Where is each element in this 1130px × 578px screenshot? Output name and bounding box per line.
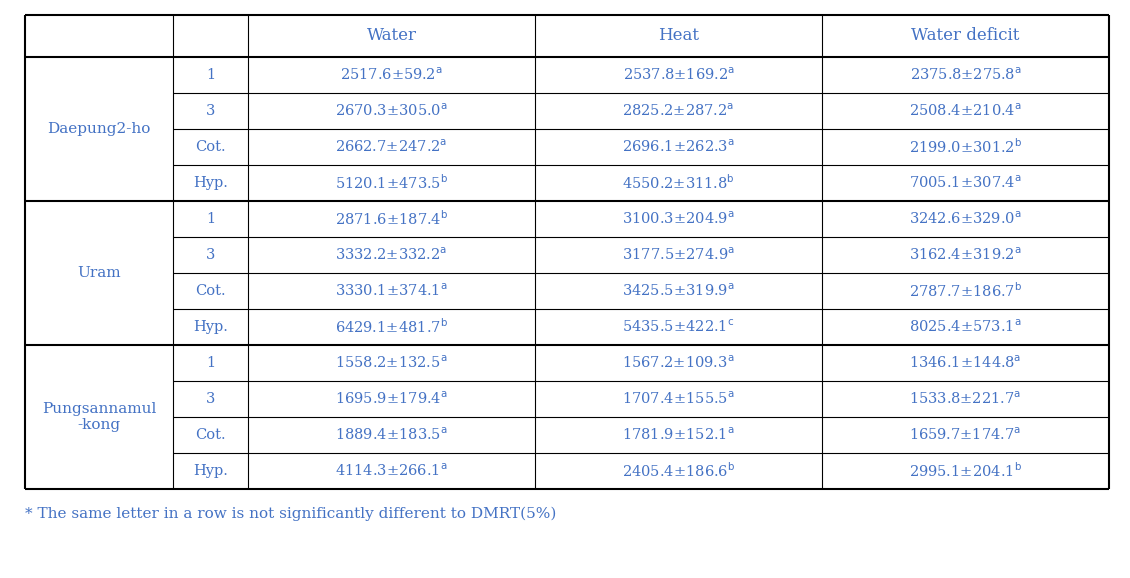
Text: 1: 1 xyxy=(206,212,215,226)
Text: 1533.8±221.7$^{\mathrm{a}}$: 1533.8±221.7$^{\mathrm{a}}$ xyxy=(910,391,1022,407)
Text: 2508.4±210.4$^{\mathrm{a}}$: 2508.4±210.4$^{\mathrm{a}}$ xyxy=(910,103,1022,119)
Text: Water deficit: Water deficit xyxy=(911,28,1019,45)
Text: 4550.2±311.8$^{\mathrm{b}}$: 4550.2±311.8$^{\mathrm{b}}$ xyxy=(623,173,734,192)
Text: 2825.2±287.2$^{\mathrm{a}}$: 2825.2±287.2$^{\mathrm{a}}$ xyxy=(623,103,734,119)
Text: 7005.1±307.4$^{\mathrm{a}}$: 7005.1±307.4$^{\mathrm{a}}$ xyxy=(910,175,1022,191)
Text: 3100.3±204.9$^{\mathrm{a}}$: 3100.3±204.9$^{\mathrm{a}}$ xyxy=(623,211,734,227)
Text: 5120.1±473.5$^{\mathrm{b}}$: 5120.1±473.5$^{\mathrm{b}}$ xyxy=(334,173,449,192)
Text: 2405.4±186.6$^{\mathrm{b}}$: 2405.4±186.6$^{\mathrm{b}}$ xyxy=(622,462,736,480)
Text: Hyp.: Hyp. xyxy=(193,464,228,478)
Text: * The same letter in a row is not significantly different to DMRT(5%): * The same letter in a row is not signif… xyxy=(25,507,556,521)
Text: 1: 1 xyxy=(206,356,215,370)
Text: 3332.2±332.2$^{\mathrm{a}}$: 3332.2±332.2$^{\mathrm{a}}$ xyxy=(336,247,447,264)
Text: 2871.6±187.4$^{\mathrm{b}}$: 2871.6±187.4$^{\mathrm{b}}$ xyxy=(334,210,449,228)
Text: 2517.6±59.2$^{\mathrm{a}}$: 2517.6±59.2$^{\mathrm{a}}$ xyxy=(340,66,443,83)
Text: 1781.9±152.1$^{\mathrm{a}}$: 1781.9±152.1$^{\mathrm{a}}$ xyxy=(623,427,734,443)
Text: 3425.5±319.9$^{\mathrm{a}}$: 3425.5±319.9$^{\mathrm{a}}$ xyxy=(623,283,734,299)
Text: 3330.1±374.1$^{\mathrm{a}}$: 3330.1±374.1$^{\mathrm{a}}$ xyxy=(336,283,447,299)
Text: 5435.5±422.1$^{\mathrm{c}}$: 5435.5±422.1$^{\mathrm{c}}$ xyxy=(623,318,734,335)
Text: Hyp.: Hyp. xyxy=(193,320,228,334)
Text: Cot.: Cot. xyxy=(195,140,226,154)
Text: 1707.4±155.5$^{\mathrm{a}}$: 1707.4±155.5$^{\mathrm{a}}$ xyxy=(623,391,734,407)
Text: Daepung2-ho: Daepung2-ho xyxy=(47,122,150,136)
Text: 4114.3±266.1$^{\mathrm{a}}$: 4114.3±266.1$^{\mathrm{a}}$ xyxy=(336,463,447,479)
Text: 1889.4±183.5$^{\mathrm{a}}$: 1889.4±183.5$^{\mathrm{a}}$ xyxy=(336,427,447,443)
Text: Cot.: Cot. xyxy=(195,428,226,442)
Text: 2787.7±186.7$^{\mathrm{b}}$: 2787.7±186.7$^{\mathrm{b}}$ xyxy=(909,281,1023,301)
Text: Hyp.: Hyp. xyxy=(193,176,228,190)
Text: 2662.7±247.2$^{\mathrm{a}}$: 2662.7±247.2$^{\mathrm{a}}$ xyxy=(336,139,447,155)
Text: 3: 3 xyxy=(206,104,215,118)
Text: 3162.4±319.2$^{\mathrm{a}}$: 3162.4±319.2$^{\mathrm{a}}$ xyxy=(910,247,1022,264)
Text: 1659.7±174.7$^{\mathrm{a}}$: 1659.7±174.7$^{\mathrm{a}}$ xyxy=(910,427,1022,443)
Text: 2375.8±275.8$^{\mathrm{a}}$: 2375.8±275.8$^{\mathrm{a}}$ xyxy=(910,66,1022,83)
Text: 1: 1 xyxy=(206,68,215,82)
Text: 8025.4±573.1$^{\mathrm{a}}$: 8025.4±573.1$^{\mathrm{a}}$ xyxy=(910,318,1022,335)
Text: 2670.3±305.0$^{\mathrm{a}}$: 2670.3±305.0$^{\mathrm{a}}$ xyxy=(336,103,447,119)
Text: Uram: Uram xyxy=(77,266,121,280)
Text: 1567.2±109.3$^{\mathrm{a}}$: 1567.2±109.3$^{\mathrm{a}}$ xyxy=(623,355,734,371)
Text: Heat: Heat xyxy=(658,28,699,45)
Text: 6429.1±481.7$^{\mathrm{b}}$: 6429.1±481.7$^{\mathrm{b}}$ xyxy=(334,318,447,336)
Text: 1558.2±132.5$^{\mathrm{a}}$: 1558.2±132.5$^{\mathrm{a}}$ xyxy=(336,355,447,371)
Text: 2537.8±169.2$^{\mathrm{a}}$: 2537.8±169.2$^{\mathrm{a}}$ xyxy=(623,66,734,83)
Text: 2995.1±204.1$^{\mathrm{b}}$: 2995.1±204.1$^{\mathrm{b}}$ xyxy=(909,462,1022,480)
Text: 3177.5±274.9$^{\mathrm{a}}$: 3177.5±274.9$^{\mathrm{a}}$ xyxy=(622,247,734,264)
Text: Pungsannamul
-kong: Pungsannamul -kong xyxy=(42,402,156,432)
Text: Water: Water xyxy=(366,28,417,45)
Text: 1695.9±179.4$^{\mathrm{a}}$: 1695.9±179.4$^{\mathrm{a}}$ xyxy=(336,391,447,407)
Text: 3: 3 xyxy=(206,248,215,262)
Text: 3242.6±329.0$^{\mathrm{a}}$: 3242.6±329.0$^{\mathrm{a}}$ xyxy=(910,211,1022,227)
Text: 3: 3 xyxy=(206,392,215,406)
Text: 2199.0±301.2$^{\mathrm{b}}$: 2199.0±301.2$^{\mathrm{b}}$ xyxy=(909,138,1022,157)
Text: 1346.1±144.8$^{\mathrm{a}}$: 1346.1±144.8$^{\mathrm{a}}$ xyxy=(910,355,1022,371)
Text: 2696.1±262.3$^{\mathrm{a}}$: 2696.1±262.3$^{\mathrm{a}}$ xyxy=(623,139,734,155)
Text: Cot.: Cot. xyxy=(195,284,226,298)
